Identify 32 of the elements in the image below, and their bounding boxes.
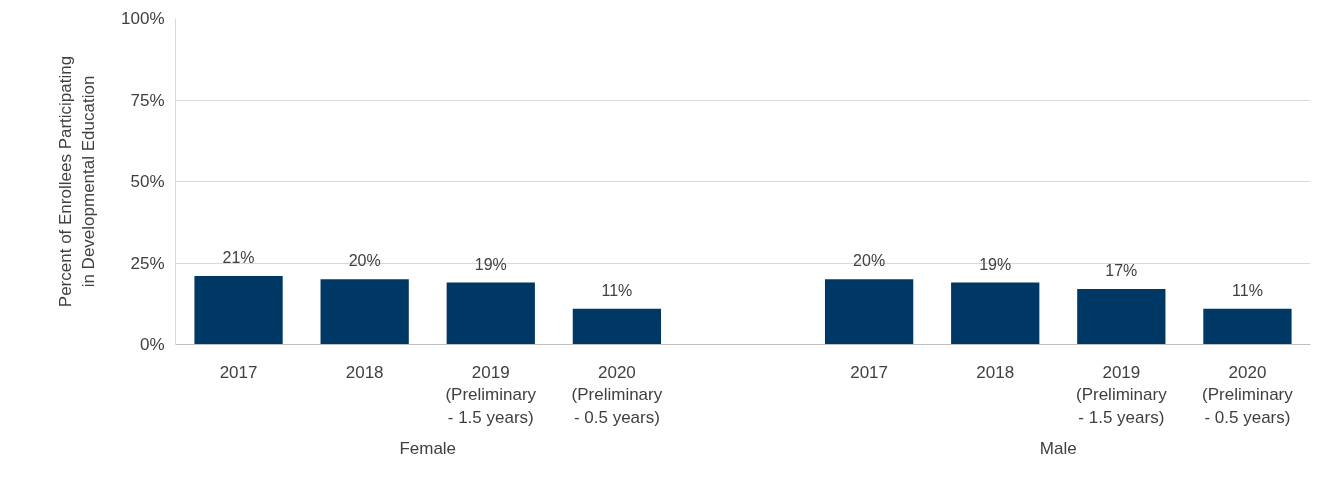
- x-tick-label: 2019 (Preliminary - 1.5 years): [445, 362, 537, 428]
- bar: [1203, 308, 1292, 345]
- text: Male: [1039, 438, 1077, 458]
- y-tick-label: 100%: [121, 9, 165, 28]
- bar: [320, 279, 409, 345]
- data-label: 20%: [853, 252, 886, 270]
- x-tick-label: 2019 (Preliminary - 1.5 years): [1075, 362, 1168, 428]
- bar: [824, 279, 914, 345]
- y-tick-label: 25%: [130, 253, 165, 273]
- bar: [446, 282, 535, 345]
- bar: [951, 282, 1040, 345]
- x-tick-label: 2018: [345, 362, 384, 382]
- y-tick-label: 50%: [130, 172, 165, 191]
- data-label: 17%: [1105, 262, 1138, 280]
- x-tick-label: 2018: [976, 362, 1015, 382]
- data-label: 19%: [979, 255, 1012, 273]
- y-axis-title: Percent of Enrollees Participating in Developmental Education: [56, 55, 99, 308]
- data-label: 11%: [1232, 281, 1263, 299]
- y-tick-label: 0%: [139, 335, 165, 354]
- x-tick-label: 2017: [219, 362, 258, 382]
- data-label: 21%: [222, 249, 255, 267]
- text: Female: [399, 438, 457, 458]
- data-label: 20%: [348, 252, 381, 270]
- data-label: 19%: [474, 255, 507, 273]
- bar: [1077, 289, 1166, 345]
- data-label: 11%: [601, 281, 633, 299]
- bar: [572, 308, 662, 345]
- bar: [194, 276, 283, 345]
- x-tick-label: 2020 (Preliminary - 0.5 years): [571, 362, 663, 428]
- x-tick-label: 2020 (Preliminary - 0.5 years): [1202, 362, 1294, 428]
- y-tick-label: 75%: [130, 90, 165, 110]
- x-tick-label: 2017: [850, 362, 889, 382]
